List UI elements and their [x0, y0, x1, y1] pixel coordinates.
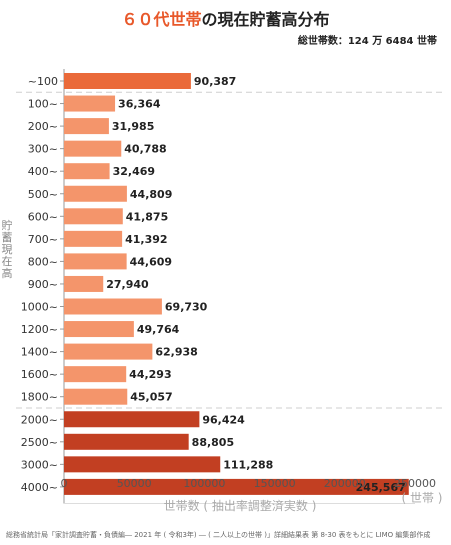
- data-label: 45,057: [130, 391, 172, 404]
- category-label: 700~: [28, 233, 58, 246]
- category-label: 1000~: [21, 301, 58, 314]
- data-label: 36,364: [118, 98, 161, 111]
- bar: [64, 433, 189, 450]
- bar: [64, 343, 153, 360]
- bar: [64, 411, 200, 428]
- data-label: 44,609: [130, 255, 172, 268]
- x-tick-label: 0: [61, 477, 68, 490]
- data-label: 32,469: [113, 165, 155, 178]
- data-label: 41,875: [126, 210, 168, 223]
- chart-title-highlight: ６０代世帯: [121, 10, 202, 29]
- category-label: 500~: [28, 188, 58, 201]
- category-label: 900~: [28, 278, 58, 291]
- x-tick-label: 250000: [394, 477, 436, 490]
- data-label: 44,809: [130, 188, 172, 201]
- y-axis-label: 貯蓄現在高: [1, 219, 13, 280]
- bar: [64, 321, 134, 338]
- bar: [64, 478, 409, 495]
- bar: [64, 95, 116, 112]
- chart-title-rest: の現在貯蓄高分布: [201, 10, 330, 29]
- category-label: 300~: [28, 143, 58, 156]
- source-note: 総務省統計局「家計調査貯蓄・負債編― 2021 年 ( 令和3年) ― ( 二人…: [6, 531, 431, 539]
- chart-title: ６０代世帯の現在貯蓄高分布: [0, 6, 451, 30]
- x-axis-unit: ( 世帯 ): [402, 491, 443, 505]
- category-label: 200~: [28, 120, 58, 133]
- x-tick-label: 150000: [254, 477, 296, 490]
- category-label: 800~: [28, 255, 58, 268]
- category-label: 400~: [28, 165, 58, 178]
- bar: [64, 298, 162, 315]
- x-axis-label: 世帯数 ( 抽出率調整済実数 ): [164, 498, 317, 513]
- bar: [64, 140, 122, 157]
- bar: [64, 73, 191, 89]
- category-label: ~100: [28, 75, 58, 88]
- data-label: 111,288: [223, 458, 273, 471]
- bar: [64, 208, 123, 225]
- category-label: 3000~: [21, 458, 58, 471]
- data-label: 88,805: [192, 436, 234, 449]
- data-label: 62,938: [155, 346, 197, 359]
- x-tick-label: 100000: [183, 477, 225, 490]
- bar: [64, 185, 127, 202]
- data-label: 27,940: [106, 278, 149, 291]
- category-label: 2000~: [21, 413, 58, 426]
- data-label: 40,788: [124, 143, 166, 156]
- x-tick-label: 50000: [117, 477, 152, 490]
- category-label: 1800~: [21, 391, 58, 404]
- bar: [64, 253, 127, 270]
- category-label: 4000~: [21, 481, 58, 494]
- bar: [64, 118, 109, 135]
- bar: [64, 366, 127, 383]
- bar: [64, 388, 128, 405]
- data-label: 49,764: [137, 323, 180, 336]
- category-label: 600~: [28, 210, 58, 223]
- data-label: 41,392: [125, 233, 167, 246]
- bar: [64, 163, 110, 180]
- data-label: 96,424: [202, 413, 245, 426]
- data-label: 245,567: [356, 481, 406, 494]
- category-label: 1600~: [21, 368, 58, 381]
- data-label: 90,387: [194, 75, 236, 88]
- x-tick-label: 200000: [324, 477, 366, 490]
- category-label: 2500~: [21, 436, 58, 449]
- category-label: 1200~: [21, 323, 58, 336]
- category-label: 1400~: [21, 346, 58, 359]
- data-label: 31,985: [112, 120, 154, 133]
- bar: [64, 230, 123, 247]
- data-label: 69,730: [165, 301, 208, 314]
- bar: [64, 275, 104, 292]
- total-households: 総世帯数：124 万 6484 世帯: [297, 36, 437, 47]
- category-label: 100~: [28, 98, 58, 111]
- bar: [64, 456, 221, 473]
- data-label: 44,293: [129, 368, 171, 381]
